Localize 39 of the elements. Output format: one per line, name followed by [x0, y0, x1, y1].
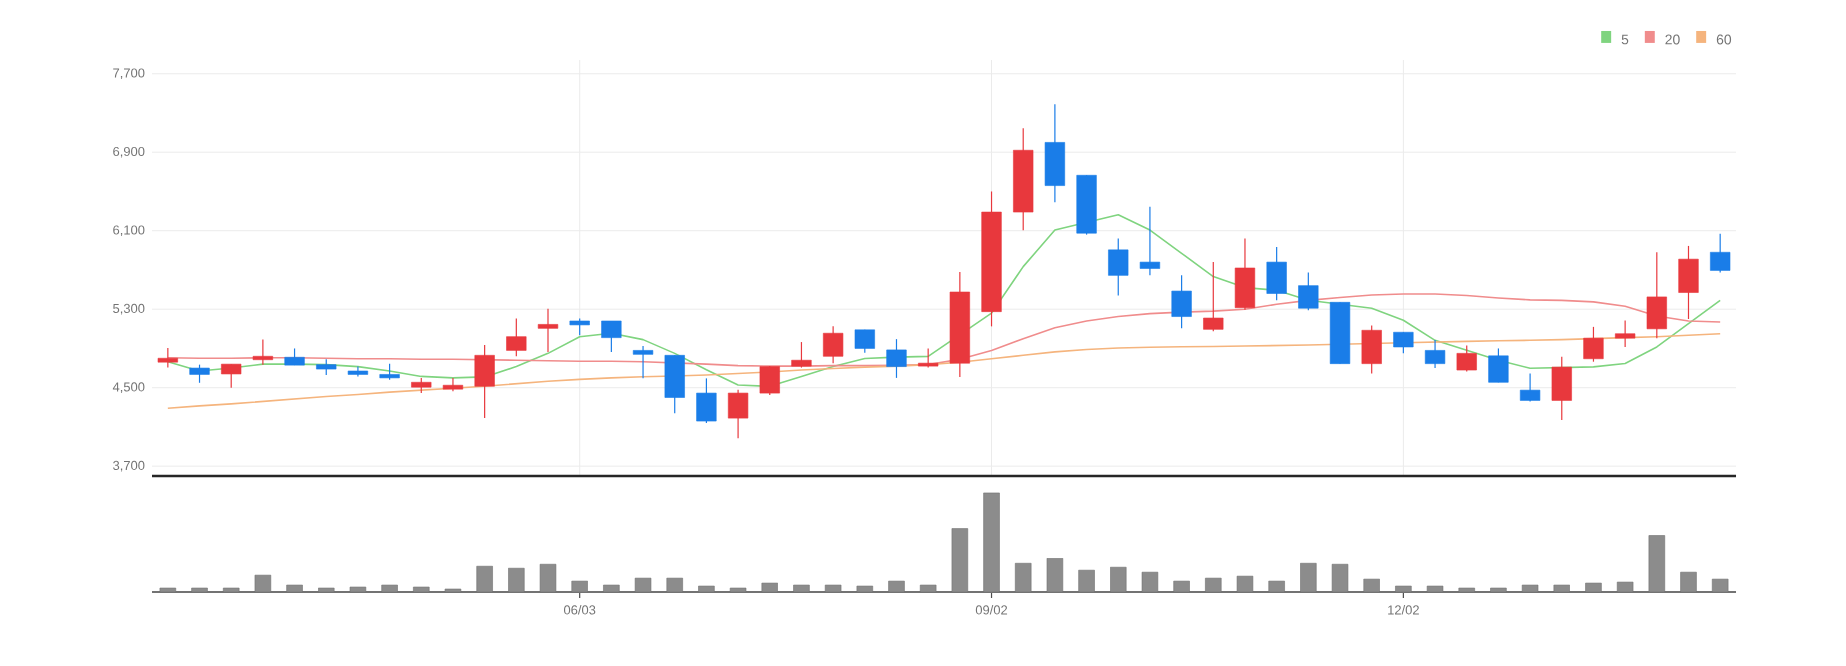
candlestick [1456, 344, 1477, 373]
candlestick [918, 347, 939, 369]
candlestick [1710, 233, 1731, 274]
candlestick [506, 317, 527, 357]
candlestick [252, 339, 273, 366]
candlestick [157, 347, 178, 369]
candlestick [1234, 237, 1256, 311]
candlestick [759, 365, 780, 396]
candlestick [854, 329, 875, 354]
candlestick [1583, 326, 1604, 363]
candlestick [1266, 246, 1287, 301]
candlestick [1171, 274, 1192, 329]
candlestick [1678, 245, 1699, 320]
candlestick [823, 325, 844, 364]
candlestick [1044, 103, 1066, 203]
candlestick [1488, 347, 1509, 383]
candlestick [696, 377, 717, 424]
candlestick [1424, 339, 1446, 369]
candlestick [632, 345, 654, 379]
candlestick [886, 338, 907, 379]
candlestick [727, 389, 749, 439]
candlestick [664, 354, 685, 414]
candlestick [221, 363, 242, 389]
candlestick [1108, 237, 1129, 297]
candlestick [1361, 324, 1382, 375]
candlestick [1203, 261, 1224, 332]
candlestick [442, 377, 464, 392]
candlestick [1519, 372, 1541, 403]
candlestick [474, 344, 495, 419]
candlestick [1615, 319, 1636, 348]
candlestick [601, 320, 622, 353]
candlestick [1393, 331, 1414, 354]
candlestick [791, 341, 812, 369]
candlestick [1298, 271, 1319, 311]
candlestick [1139, 206, 1161, 276]
candlestick [537, 308, 559, 353]
candlestick [189, 364, 210, 384]
candlestick [1646, 251, 1667, 339]
candlestick [1551, 356, 1572, 421]
